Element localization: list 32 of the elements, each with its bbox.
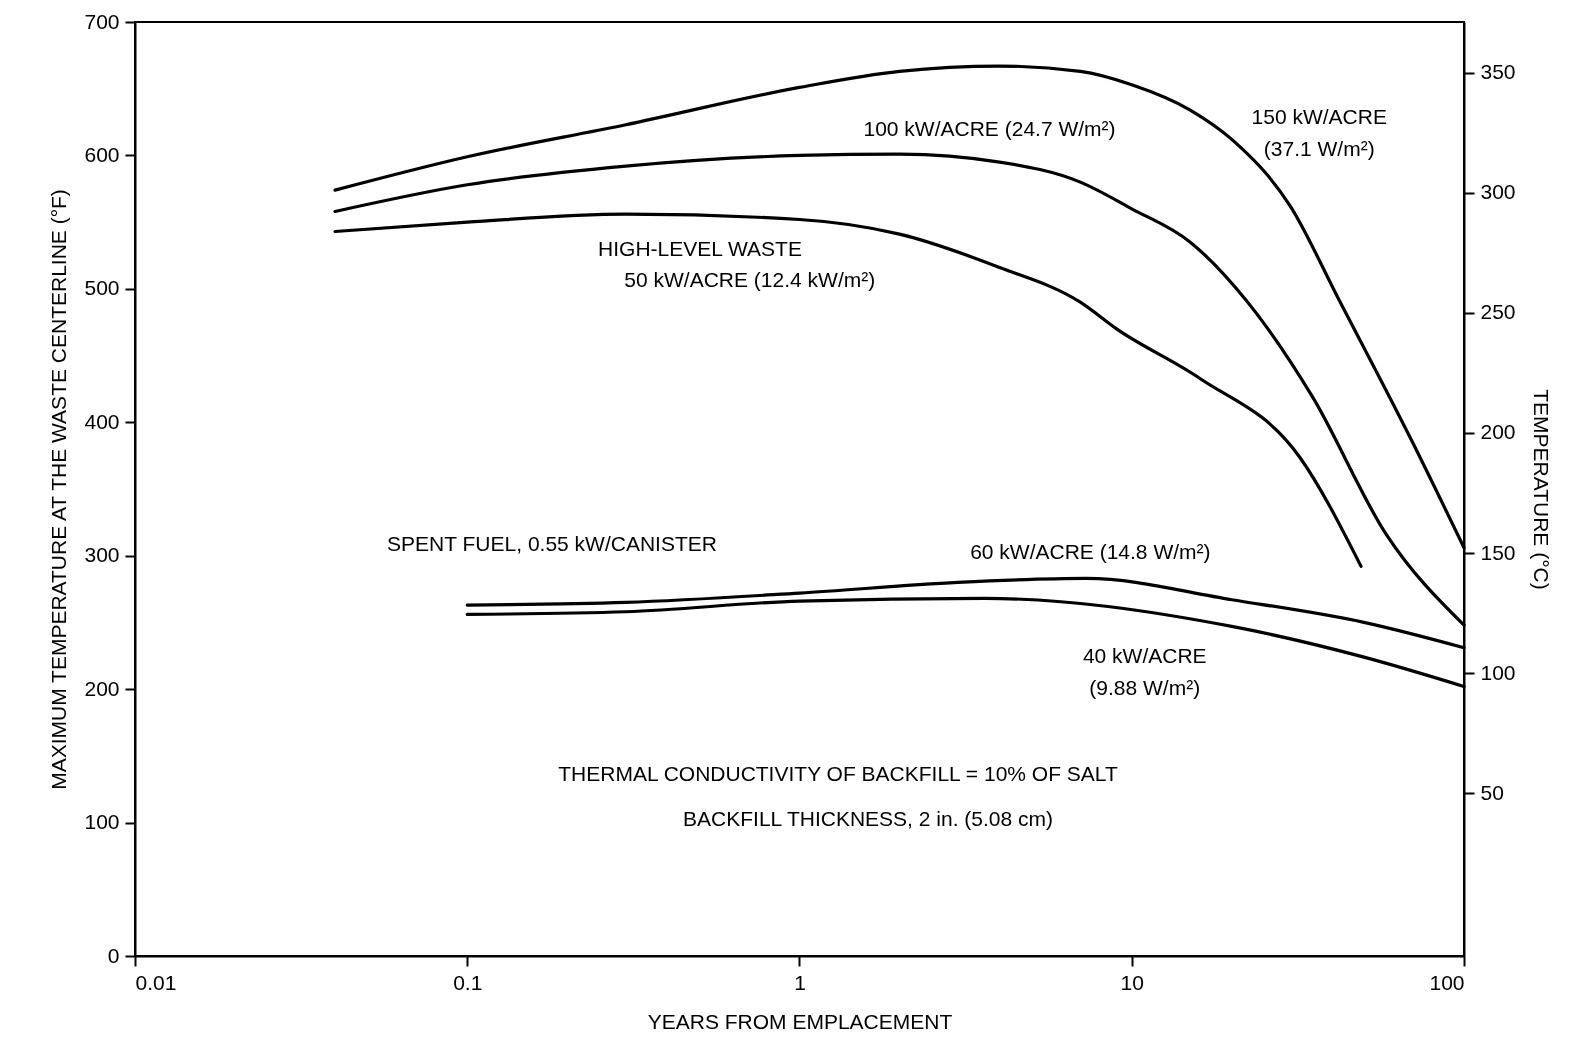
series-label: 60 kW/ACRE (14.8 W/m²): [970, 540, 1211, 564]
y-tick-label: 600: [84, 142, 120, 166]
series-label: 150 kW/ACRE (37.1 W/m²): [1251, 105, 1387, 161]
annotation: THERMAL CONDUCTIVITY OF BACKFILL = 10% OF SALT: [558, 762, 1118, 785]
x-tick-label: 1: [794, 970, 806, 994]
x-tick-label: 10: [1120, 970, 1144, 994]
y2-tick-label: 350: [1480, 60, 1516, 84]
y-tick-label: 400: [84, 409, 120, 433]
y2-tick-label: 50: [1480, 780, 1504, 804]
y-tick-label: 500: [84, 276, 120, 300]
y2-tick-label: 300: [1480, 180, 1516, 204]
x-tick-label: 0.01: [135, 970, 177, 994]
y-tick-label: 0: [107, 943, 120, 967]
y-tick-label: 200: [84, 676, 120, 700]
x-tick-label: 100: [1429, 970, 1465, 994]
y-tick-label: 100: [84, 810, 120, 834]
x-axis-title: YEARS FROM EMPLACEMENT: [647, 1009, 953, 1033]
series-label: 40 kW/ACRE (9.88 W/m²): [1082, 644, 1207, 700]
y-axis-title: MAXIMUM TEMPERATURE AT THE WASTE CENTERLINE (°F): [47, 189, 71, 790]
series-label: 50 kW/ACRE (12.4 kW/m²): [624, 268, 876, 292]
x-tick-label: 0.1: [453, 970, 483, 994]
y-tick-label: 700: [84, 9, 120, 33]
series-label: 100 kW/ACRE (24.7 W/m²): [863, 117, 1116, 141]
annotation: SPENT FUEL, 0.55 kW/CANISTER: [387, 532, 717, 555]
y2-axis-title: TEMPERATURE (°C): [1529, 389, 1553, 590]
y-tick-label: 300: [84, 543, 120, 567]
y2-tick-label: 100: [1480, 660, 1516, 684]
y2-tick-label: 200: [1480, 420, 1516, 444]
y2-tick-label: 250: [1480, 300, 1516, 324]
annotation: BACKFILL THICKNESS, 2 in. (5.08 cm): [683, 807, 1053, 830]
annotation: HIGH-LEVEL WASTE: [598, 237, 802, 260]
y2-tick-label: 150: [1480, 540, 1516, 564]
